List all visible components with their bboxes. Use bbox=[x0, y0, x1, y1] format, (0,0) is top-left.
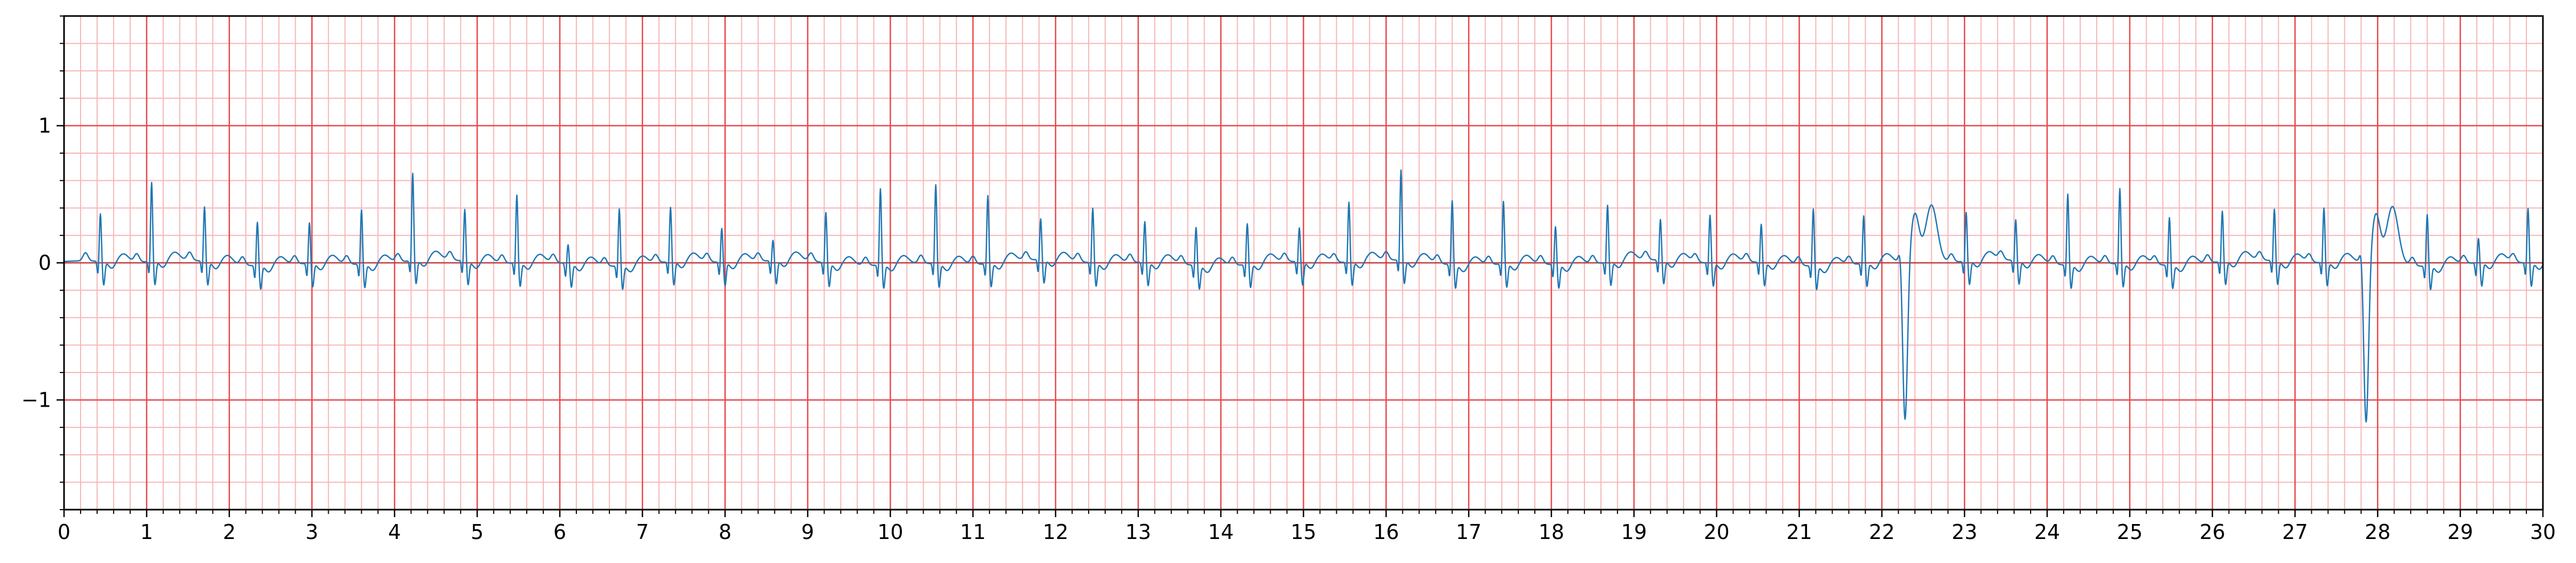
x-tick-label: 30 bbox=[2530, 520, 2556, 544]
x-tick-label: 20 bbox=[1703, 520, 1729, 544]
ecg-trace-line bbox=[64, 169, 2544, 423]
x-tick-label: 19 bbox=[1621, 520, 1647, 544]
x-tick-label: 8 bbox=[719, 520, 732, 544]
x-tick-label: 25 bbox=[2117, 520, 2143, 544]
x-tick-label: 16 bbox=[1373, 520, 1399, 544]
x-tick-label: 6 bbox=[553, 520, 566, 544]
y-tick-label: −1 bbox=[21, 388, 51, 411]
x-tick-label: 7 bbox=[636, 520, 649, 544]
x-tick-label: 21 bbox=[1786, 520, 1812, 544]
y-axis-ticks: 1 0 −1 bbox=[21, 15, 64, 510]
x-tick-label: 13 bbox=[1125, 520, 1151, 544]
x-tick-label: 22 bbox=[1869, 520, 1895, 544]
x-tick-label: 9 bbox=[801, 520, 814, 544]
x-tick-label: 4 bbox=[388, 520, 401, 544]
x-tick-label: 5 bbox=[471, 520, 484, 544]
x-tick-label: 29 bbox=[2447, 520, 2473, 544]
x-tick-label: 2 bbox=[223, 520, 236, 544]
y-tick-label: 0 bbox=[38, 251, 51, 275]
x-tick-label: 10 bbox=[877, 520, 903, 544]
y-tick-label: 1 bbox=[38, 114, 51, 138]
x-tick-label: 1 bbox=[140, 520, 153, 544]
x-tick-label: 24 bbox=[2034, 520, 2060, 544]
x-tick-label: 26 bbox=[2199, 520, 2225, 544]
x-tick-label: 15 bbox=[1290, 520, 1316, 544]
x-tick-label: 27 bbox=[2282, 520, 2308, 544]
x-tick-label: 18 bbox=[1539, 520, 1564, 544]
x-axis-ticks: 0 1 2 3 4 5 6 7 8 9 10 11 12 13 14 15 16 17 18 19 20 21 22 23 24… bbox=[58, 510, 2556, 544]
x-tick-label: 28 bbox=[2365, 520, 2390, 544]
x-tick-label: 17 bbox=[1456, 520, 1481, 544]
x-tick-label: 14 bbox=[1208, 520, 1233, 544]
x-tick-label: 3 bbox=[305, 520, 318, 544]
x-tick-label: 0 bbox=[58, 520, 70, 544]
x-tick-label: 11 bbox=[960, 520, 986, 544]
x-tick-label: 23 bbox=[1952, 520, 1977, 544]
x-tick-label: 12 bbox=[1043, 520, 1068, 544]
ecg-signal-layer bbox=[64, 169, 2544, 423]
